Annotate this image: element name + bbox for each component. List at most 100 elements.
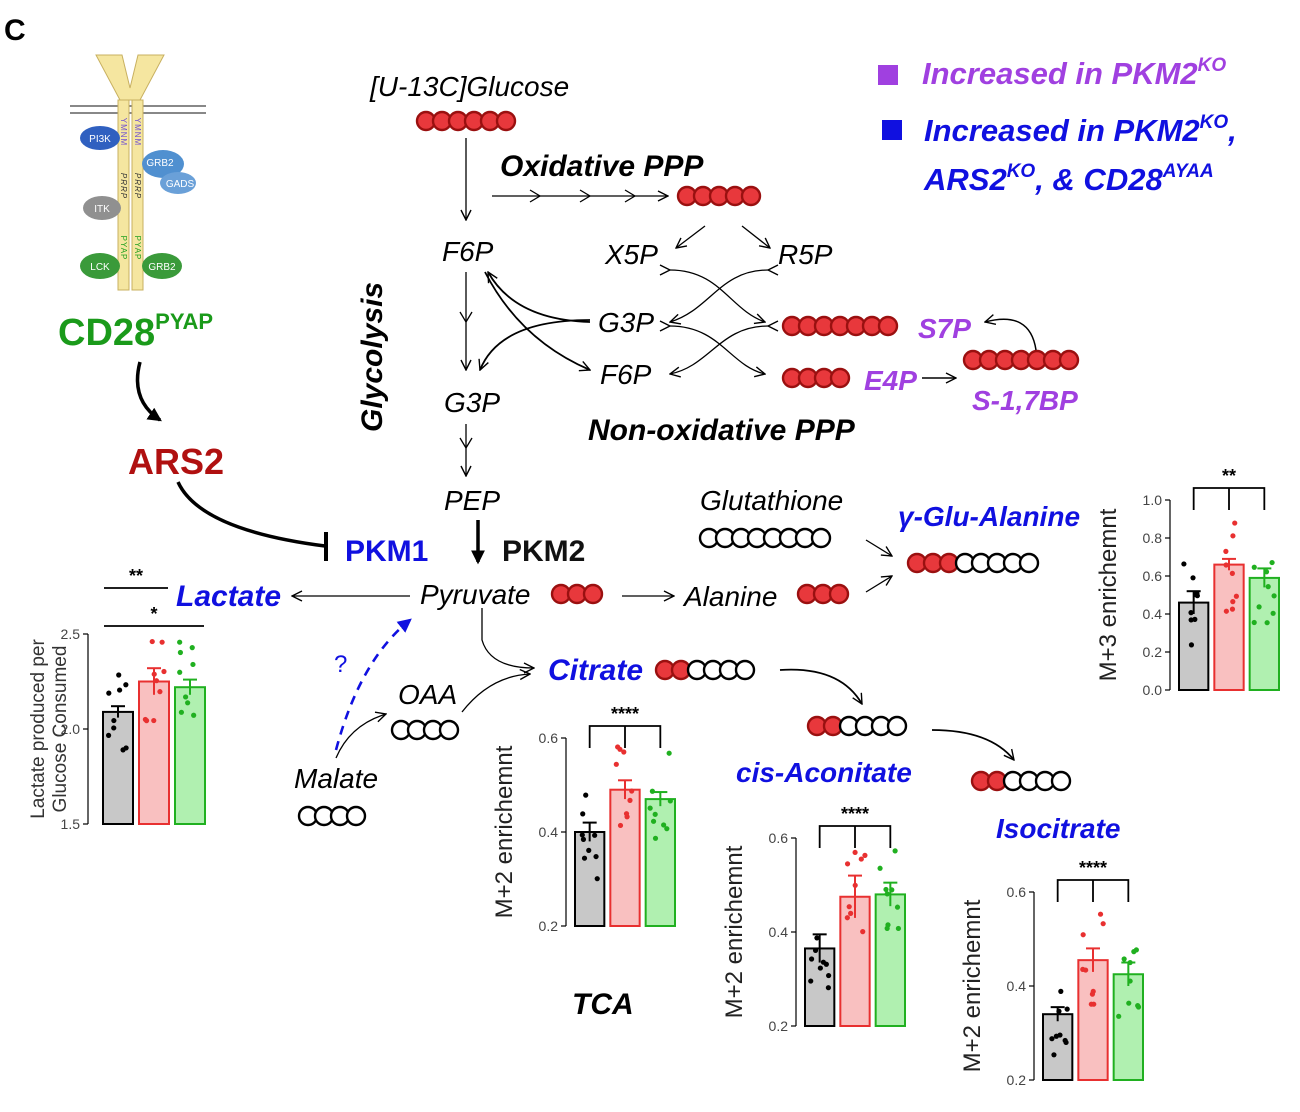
- pi3k-label: PI3K: [89, 134, 111, 145]
- y-axis-label: M+2 enrichemnt: [959, 899, 986, 1072]
- arrow-ppp-g3p-to-glyco-g3p: [480, 319, 591, 370]
- data-point: [624, 814, 630, 820]
- significance-bracket: [1056, 879, 1130, 902]
- data-point: [1230, 533, 1236, 539]
- arrow-oaa-citrate: [461, 674, 530, 713]
- carbon-atom-labeled: [829, 367, 851, 389]
- transaldolase-cross-2: [670, 326, 768, 374]
- significance-bracket: [588, 725, 662, 748]
- chart-gamma-glu-alanine: 0.0 0.2 0.4 0.6 0.8 1.0 M+3 enrichemnt **: [1095, 466, 1280, 698]
- y-tick-label: 0.6: [1007, 884, 1027, 900]
- alanine-label: Alanine: [682, 581, 777, 612]
- y-tick-label: 0.6: [1143, 568, 1163, 584]
- data-point: [1265, 584, 1271, 590]
- carbon-atom-labeled: [582, 583, 604, 605]
- lck-label: LCK: [90, 262, 110, 273]
- arrow-cis-aconitate-isocitrate: [931, 729, 1014, 760]
- gamma-glu-alanine-label: γ-Glu-Alanine: [898, 501, 1080, 532]
- data-point: [111, 725, 117, 731]
- data-point: [1097, 911, 1104, 917]
- significance-bracket: [818, 825, 892, 848]
- motif-ymnm-right: YMNM: [133, 118, 142, 146]
- arrow-pyruvate-citrate: [481, 608, 534, 668]
- data-point: [586, 847, 592, 853]
- data-point: [1083, 967, 1089, 973]
- data-point: [157, 689, 163, 695]
- significance-label: ****: [611, 704, 639, 724]
- bar: [174, 686, 206, 826]
- legend-swatch-purple: [878, 65, 898, 85]
- lactate-label: Lactate: [176, 580, 281, 613]
- y-tick-label: 0.2: [1007, 1072, 1027, 1088]
- data-point: [808, 978, 814, 984]
- data-point: [1188, 617, 1194, 623]
- y-tick-label: 1.0: [1143, 492, 1163, 508]
- data-point: [1193, 592, 1199, 598]
- carbon-atom-unlabeled: [438, 719, 460, 741]
- data-point: [159, 639, 165, 645]
- data-point: [581, 855, 588, 861]
- arrow-malate-oaa: [335, 714, 386, 759]
- y-tick-label: 0.4: [1143, 606, 1163, 622]
- data-point: [1051, 1052, 1057, 1058]
- oxppp-arrow-heads: [529, 189, 637, 203]
- carbon-chain-s7p: [781, 315, 899, 337]
- cis-aconitate-label: cis-Aconitate: [736, 757, 912, 788]
- data-point: [858, 856, 864, 862]
- data-point: [1127, 978, 1133, 984]
- data-point: [1100, 921, 1106, 927]
- s7p-label: S7P: [918, 313, 971, 344]
- data-point: [664, 826, 670, 832]
- tca-label: TCA: [572, 988, 634, 1021]
- data-point: [117, 687, 123, 693]
- data-point: [1223, 608, 1229, 614]
- data-point: [177, 669, 183, 675]
- carbon-atom-unlabeled: [345, 805, 367, 827]
- data-point: [808, 956, 815, 962]
- data-point: [191, 712, 197, 718]
- data-point: [647, 805, 653, 811]
- bar: [1112, 973, 1144, 1081]
- carbon-atom-labeled: [877, 315, 899, 337]
- data-point: [895, 925, 902, 932]
- significance-label: *: [150, 604, 157, 624]
- y-axis-label: M+3 enrichemnt: [1095, 508, 1122, 681]
- data-point: [817, 965, 823, 971]
- data-point: [1223, 562, 1229, 568]
- motif-ymnm-left: YMNM: [119, 118, 128, 146]
- transketolase-cross-2: [670, 270, 768, 322]
- data-point: [1256, 604, 1262, 610]
- data-point: [1135, 1004, 1142, 1010]
- data-point: [852, 882, 858, 888]
- ars2-inhibits-pkm1: [176, 481, 326, 548]
- y-tick-label: 0.6: [539, 730, 559, 746]
- significance-label: **: [1222, 466, 1236, 486]
- bar: [609, 788, 641, 928]
- data-point: [123, 682, 129, 688]
- bar: [874, 893, 907, 1028]
- arrow-s17bp-s7p: [985, 319, 1037, 351]
- data-point: [1269, 559, 1275, 566]
- chart-lactate: 1.5 2.0 2.5 Lactate produced per Glucose Con…: [28, 566, 206, 832]
- arrow-ru5p-r5p: [741, 225, 770, 248]
- data-point: [844, 915, 850, 921]
- receptor-tail-left: [117, 99, 130, 291]
- data-point: [613, 761, 619, 767]
- bar: [1213, 563, 1245, 691]
- data-point: [615, 744, 621, 750]
- data-point: [627, 797, 633, 803]
- data-point: [189, 645, 195, 651]
- pep-label: PEP: [444, 485, 500, 516]
- arrow-f6p-to-ppp-f6p: [484, 271, 590, 370]
- data-point: [1232, 520, 1238, 526]
- carbon-atom-labeled: [828, 583, 850, 605]
- data-point: [1251, 619, 1257, 626]
- data-point: [1190, 575, 1196, 581]
- carbon-atom-labeled: [495, 110, 517, 132]
- citrate-label: Citrate: [548, 654, 643, 687]
- data-point: [652, 811, 658, 817]
- data-point: [1131, 949, 1137, 955]
- data-point: [177, 639, 183, 645]
- data-point: [1126, 1000, 1132, 1006]
- data-point: [1271, 593, 1277, 599]
